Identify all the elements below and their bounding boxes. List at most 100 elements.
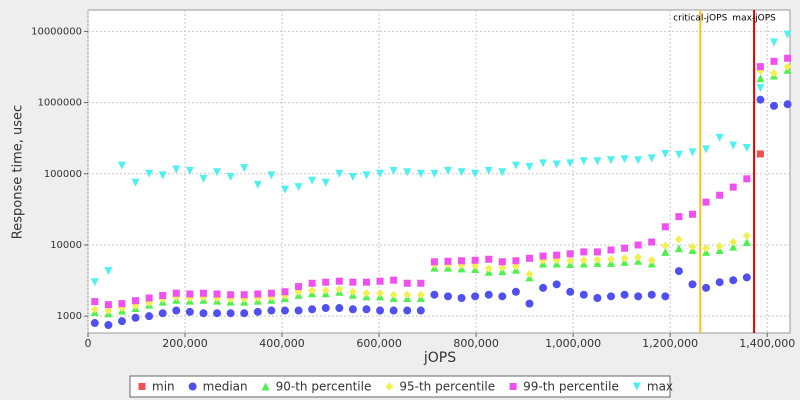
data-point: [362, 171, 371, 180]
data-point: [390, 276, 398, 284]
data-point: [471, 261, 480, 270]
data-point: [566, 159, 575, 168]
data-point: [240, 291, 248, 299]
y-tick-label: 100000: [44, 169, 82, 180]
data-point: [756, 150, 764, 158]
data-point: [430, 258, 438, 266]
data-point: [416, 306, 425, 315]
data-point: [131, 313, 140, 322]
data-point: [471, 292, 480, 301]
data-point: [376, 289, 385, 298]
data-point: [240, 309, 249, 318]
data-point: [403, 279, 411, 287]
data-point: [253, 180, 262, 189]
data-point: [552, 160, 561, 169]
data-point: [348, 305, 357, 314]
data-point: [403, 290, 412, 299]
data-point: [104, 301, 112, 309]
data-point: [579, 157, 588, 166]
data-point: [674, 150, 683, 159]
data-point: [702, 198, 710, 206]
legend-marker: [188, 382, 197, 391]
data-point: [498, 292, 507, 301]
data-point: [362, 305, 371, 314]
data-point: [294, 306, 303, 315]
data-point: [715, 133, 724, 142]
data-point: [511, 287, 520, 296]
data-point: [376, 169, 385, 178]
data-point: [756, 84, 765, 93]
data-point: [457, 168, 466, 177]
data-point: [131, 178, 140, 187]
data-point: [172, 306, 181, 315]
legend-label: max: [647, 380, 673, 394]
legend-marker: [138, 383, 146, 390]
data-point: [321, 304, 330, 313]
data-point: [674, 244, 683, 253]
data-point: [281, 288, 289, 296]
data-point: [389, 290, 398, 299]
data-point: [661, 292, 670, 301]
data-point: [213, 290, 221, 298]
data-point: [769, 38, 778, 47]
data-point: [511, 262, 520, 271]
data-point: [443, 292, 452, 301]
data-point: [539, 252, 547, 260]
data-point: [484, 290, 493, 299]
data-point: [199, 289, 207, 297]
data-point: [620, 290, 629, 299]
data-point: [647, 290, 656, 299]
data-point: [593, 255, 602, 264]
data-point: [199, 309, 208, 318]
x-tick-label: 1,000,000: [545, 337, 601, 350]
data-point: [172, 289, 180, 297]
data-point: [104, 306, 113, 315]
data-point: [661, 241, 670, 250]
data-point: [607, 246, 615, 254]
data-point: [159, 292, 167, 300]
data-point: [185, 307, 194, 316]
data-point: [512, 257, 520, 265]
legend-label: 95-th percentile: [399, 380, 495, 394]
legend-marker: [632, 382, 641, 391]
data-point: [376, 306, 385, 315]
data-point: [416, 290, 425, 299]
data-point: [606, 156, 615, 165]
data-point: [308, 279, 316, 287]
data-point: [335, 285, 344, 294]
data-point: [715, 278, 724, 287]
data-point: [104, 267, 113, 276]
data-point: [620, 254, 629, 263]
data-point: [158, 171, 167, 180]
data-point: [484, 166, 493, 175]
data-point: [674, 267, 683, 276]
data-point: [525, 254, 533, 262]
data-point: [756, 74, 765, 83]
data-point: [335, 304, 344, 313]
y-tick-label: 1000: [57, 311, 82, 322]
data-point: [729, 183, 737, 191]
data-point: [443, 166, 452, 175]
data-point: [566, 256, 575, 265]
data-point: [756, 95, 765, 104]
data-point: [253, 307, 262, 316]
legend-label: median: [203, 380, 248, 394]
data-point: [566, 287, 575, 296]
data-point: [525, 162, 534, 171]
data-point: [702, 244, 711, 253]
data-point: [430, 290, 439, 299]
legend-marker: [509, 383, 517, 390]
data-point: [117, 161, 126, 170]
data-point: [90, 278, 99, 287]
data-point: [308, 305, 317, 314]
y-tick-label: 1000000: [37, 98, 82, 109]
data-point: [321, 286, 330, 295]
data-point: [145, 312, 154, 321]
data-point: [715, 242, 724, 251]
x-tick-label: 0: [85, 337, 92, 350]
data-point: [729, 276, 738, 285]
data-point: [430, 169, 439, 178]
data-point: [444, 257, 452, 265]
data-point: [675, 213, 683, 221]
data-point: [308, 286, 317, 295]
